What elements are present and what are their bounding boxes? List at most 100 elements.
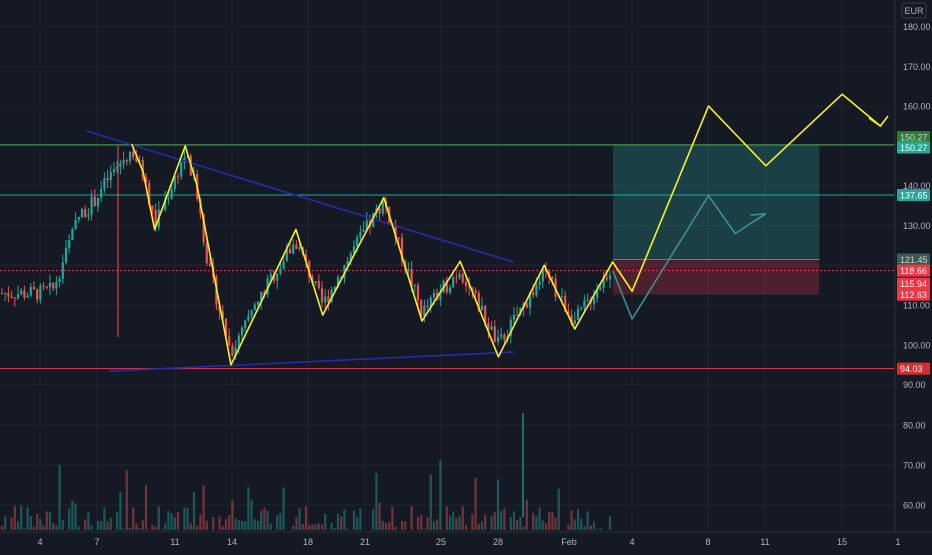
candle-body <box>283 261 285 268</box>
price-label-text: 115.94 <box>900 279 927 289</box>
price-tick-label: 130.00 <box>903 221 931 231</box>
volume-bar <box>420 515 422 530</box>
volume-bar <box>23 529 25 530</box>
volume-bar <box>155 527 157 530</box>
candle-body <box>497 337 499 342</box>
candle-body <box>606 277 608 279</box>
long-position-tool[interactable] <box>613 145 819 295</box>
candle-body <box>535 285 537 295</box>
volume-bar <box>385 523 387 530</box>
volume-bar <box>20 505 22 530</box>
candle-body <box>251 310 253 316</box>
volume-bar <box>247 487 249 530</box>
candle-body <box>363 230 365 232</box>
candle-body <box>270 274 272 278</box>
volume-bar <box>449 516 451 530</box>
volume-bar <box>593 522 595 530</box>
volume-bar <box>388 522 390 530</box>
volume-bar <box>235 519 237 530</box>
time-tick-label: 15 <box>837 537 847 547</box>
candle-body <box>315 281 317 283</box>
volume-bar <box>39 519 41 530</box>
volume-bar <box>548 512 550 530</box>
candle-body <box>551 277 553 279</box>
volume-bar <box>167 511 169 530</box>
candle-body <box>324 297 326 303</box>
candle-body <box>449 287 451 292</box>
volume-bar <box>526 500 528 530</box>
price-label-text: 112.63 <box>900 290 927 300</box>
volume-bar <box>292 526 294 530</box>
volume-bar <box>475 478 477 530</box>
volume-bar <box>372 509 374 530</box>
candle-body <box>359 232 361 238</box>
volume-bar <box>478 524 480 530</box>
volume-bar <box>379 503 381 530</box>
candle-body <box>11 297 13 298</box>
candle-body <box>129 152 131 161</box>
volume-bar <box>14 506 16 530</box>
candle-body <box>4 293 6 294</box>
volume-bar <box>177 512 179 530</box>
stop-loss-zone[interactable] <box>613 260 819 295</box>
volume-bar <box>404 521 406 530</box>
candle-body <box>321 288 323 302</box>
volume-bar <box>452 512 454 530</box>
volume-bar <box>158 507 160 530</box>
volume-bar <box>260 511 262 530</box>
volume-bar <box>97 521 99 530</box>
candle-body <box>132 152 134 158</box>
take-profit-zone[interactable] <box>613 145 819 260</box>
time-tick-label: 14 <box>227 537 237 547</box>
volume-bar <box>459 516 461 530</box>
volume-bar <box>62 520 64 530</box>
currency-label: EUR <box>904 6 924 16</box>
volume-bar <box>4 516 6 530</box>
volume-bar <box>225 519 227 530</box>
candle-body <box>103 178 105 189</box>
candle-body <box>171 189 173 198</box>
candle-body <box>55 282 57 288</box>
candle-body <box>494 326 496 341</box>
price-label-text: 150.27 <box>900 133 928 143</box>
volume-bar <box>555 518 557 530</box>
volume-bar <box>193 492 195 530</box>
price-tick-label: 160.00 <box>903 102 931 112</box>
candle-body <box>209 263 211 265</box>
candle-body <box>110 172 112 180</box>
candle-body <box>231 346 233 356</box>
volume-bar <box>183 507 185 530</box>
candle-body <box>398 238 400 239</box>
volume-bar <box>359 509 361 530</box>
volume-bar <box>123 529 125 530</box>
time-tick-label: 4 <box>37 537 42 547</box>
time-tick-label: 11 <box>170 537 179 547</box>
candle-body <box>46 287 48 288</box>
candle-body <box>417 285 419 300</box>
price-label-text: 94.03 <box>900 364 923 374</box>
volume-bar <box>497 480 499 530</box>
candle-body <box>561 296 563 297</box>
time-tick-label: 7 <box>94 537 99 547</box>
candle-body <box>113 169 115 172</box>
volume-bar <box>558 489 560 530</box>
volume-bar <box>17 521 19 530</box>
volume-bar <box>523 526 525 530</box>
volume-bar <box>491 516 493 530</box>
price-tick-label: 110.00 <box>903 301 930 311</box>
volume-bar <box>199 514 201 530</box>
candle-body <box>526 303 528 307</box>
candle-body <box>119 164 121 167</box>
volume-bar <box>279 513 281 530</box>
candle-body <box>513 315 515 320</box>
volume-bar <box>503 508 505 530</box>
candle-body <box>94 197 96 207</box>
candle-body <box>599 288 601 291</box>
candle-body <box>177 176 179 177</box>
volume-bar <box>68 509 70 530</box>
volume-bar <box>471 514 473 530</box>
volume-bar <box>241 521 243 530</box>
volume-bar <box>148 529 150 530</box>
